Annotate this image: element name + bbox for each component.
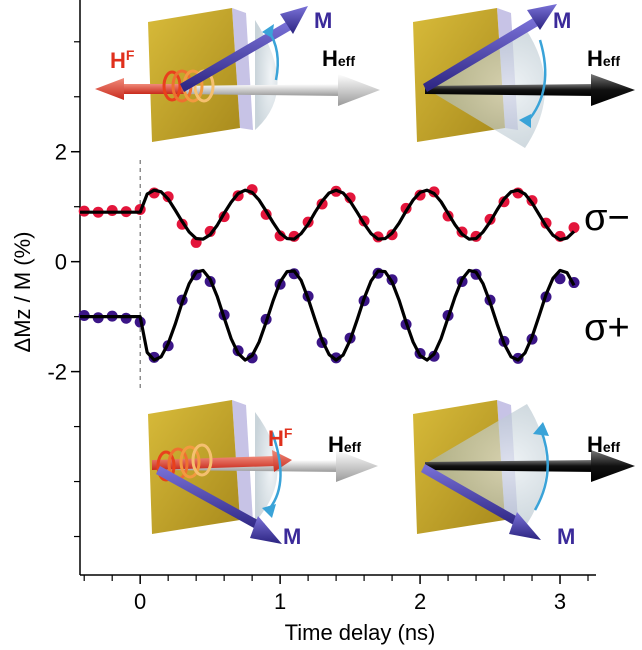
magnetization-label: M xyxy=(283,524,301,549)
x-axis-title: Time delay (ns) xyxy=(285,620,436,645)
y-axis-title: ΔMz / M (%) xyxy=(10,231,35,352)
y-tick-label: -2 xyxy=(47,360,67,385)
x-tick-label: 0 xyxy=(134,589,146,614)
data-point xyxy=(344,192,356,204)
effective-field-label: Heff xyxy=(587,46,620,71)
data-point xyxy=(120,312,132,324)
data-point xyxy=(106,205,118,217)
series-label: σ− xyxy=(584,197,630,239)
x-tick-label: 2 xyxy=(414,589,426,614)
magnetization-label: M xyxy=(553,8,571,33)
effective-field-label: Heff xyxy=(328,432,361,457)
y-tick-label: 0 xyxy=(55,250,67,275)
x-tick-label: 3 xyxy=(554,589,566,614)
panel-illustration: HF M Heff xyxy=(148,400,378,549)
y-tick-label: 2 xyxy=(55,140,67,165)
panel-illustration: M Heff xyxy=(413,400,635,549)
data-point xyxy=(568,222,580,234)
field-label: HF xyxy=(110,47,135,73)
data-point xyxy=(274,230,286,242)
effective-field-label: Heff xyxy=(322,46,355,71)
data-point xyxy=(330,352,342,364)
magnetization-label: M xyxy=(557,524,575,549)
data-point xyxy=(428,350,440,362)
panel-illustration: HF M Heff xyxy=(95,6,380,142)
effective-field-label: Heff xyxy=(587,432,620,457)
panel-illustration: M Heff xyxy=(413,4,635,148)
series-label: σ+ xyxy=(584,307,630,349)
fit-line xyxy=(80,188,576,242)
data-point xyxy=(246,352,258,364)
field-label: HF xyxy=(268,425,293,451)
fit-line xyxy=(80,268,576,362)
magnetization-label: M xyxy=(314,8,332,33)
x-tick-label: 1 xyxy=(274,589,286,614)
data-point xyxy=(554,273,566,285)
